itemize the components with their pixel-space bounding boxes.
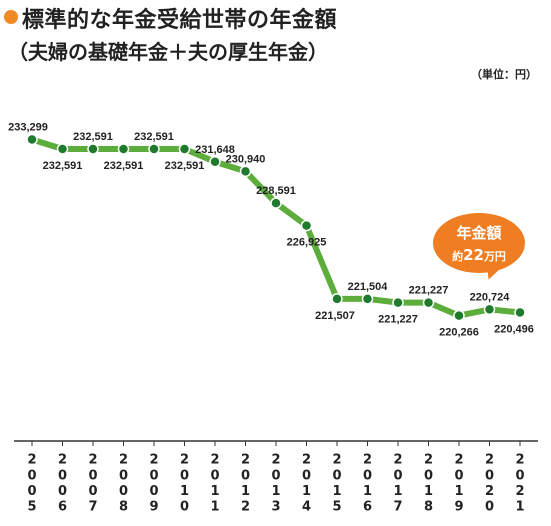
callout-number: 22 <box>463 246 484 264</box>
chart-subtitle: （夫婦の基礎年金＋夫の厚生年金） <box>8 40 328 64</box>
data-label: 220,266 <box>439 327 479 339</box>
unit-label: （単位：円） <box>471 68 537 81</box>
callout-amount: 約22万円 <box>433 246 525 264</box>
data-label: 232,591 <box>165 160 205 172</box>
data-label: 221,504 <box>348 281 389 293</box>
data-point <box>331 293 343 305</box>
data-point <box>148 143 160 155</box>
callout-prefix: 約 <box>452 250 464 263</box>
data-label: 231,648 <box>195 144 235 156</box>
callout-title: 年金額 <box>456 224 502 242</box>
data-label: 232,591 <box>43 160 83 172</box>
data-label: 221,507 <box>315 310 355 322</box>
data-label: 232,591 <box>134 131 174 143</box>
data-point <box>514 306 526 319</box>
data-label: 226,925 <box>287 237 327 249</box>
data-point <box>56 143 69 155</box>
data-point <box>26 133 38 146</box>
data-label: 221,227 <box>378 314 418 326</box>
data-point <box>178 143 191 155</box>
callout-suffix: 万円 <box>483 250 506 263</box>
data-point <box>361 293 374 305</box>
data-point <box>453 309 465 322</box>
data-point <box>209 156 221 168</box>
data-label: 232,591 <box>104 160 144 172</box>
data-point <box>392 296 404 309</box>
data-label: 220,496 <box>494 323 534 335</box>
data-label: 230,940 <box>226 153 266 165</box>
data-point <box>117 143 130 155</box>
data-point <box>300 219 313 232</box>
data-point <box>483 303 496 316</box>
data-label: 232,591 <box>73 131 113 143</box>
data-point <box>87 143 99 155</box>
chart-title: 標準的な年金受給世帯の年金額 <box>22 8 338 33</box>
data-point <box>239 165 252 178</box>
annual-amount-callout: 年金額 約22万円 <box>433 213 525 273</box>
data-label: 228,591 <box>256 185 296 197</box>
title-bullet-icon <box>4 10 18 24</box>
data-label: 221,227 <box>409 285 449 297</box>
data-point <box>270 197 282 209</box>
data-label: 233,299 <box>8 121 48 133</box>
data-label: 220,724 <box>470 291 511 303</box>
data-point <box>422 296 435 309</box>
